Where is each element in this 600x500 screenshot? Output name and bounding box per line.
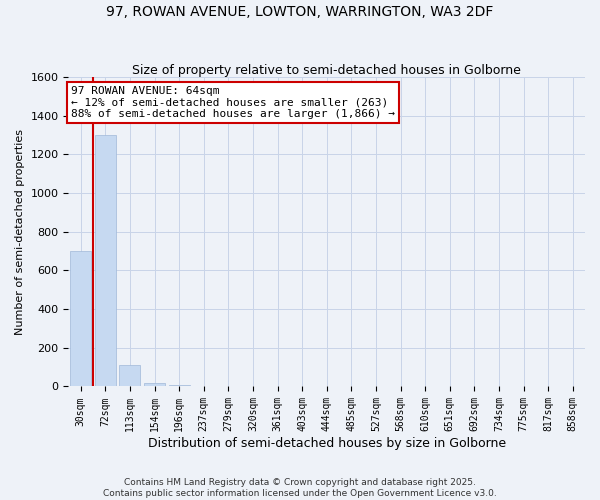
Text: Contains HM Land Registry data © Crown copyright and database right 2025.
Contai: Contains HM Land Registry data © Crown c… [103, 478, 497, 498]
Y-axis label: Number of semi-detached properties: Number of semi-detached properties [15, 128, 25, 334]
Bar [119, 364, 140, 386]
Text: 97, ROWAN AVENUE, LOWTON, WARRINGTON, WA3 2DF: 97, ROWAN AVENUE, LOWTON, WARRINGTON, WA… [106, 5, 494, 19]
Text: 97 ROWAN AVENUE: 64sqm
← 12% of semi-detached houses are smaller (263)
88% of se: 97 ROWAN AVENUE: 64sqm ← 12% of semi-det… [71, 86, 395, 120]
X-axis label: Distribution of semi-detached houses by size in Golborne: Distribution of semi-detached houses by … [148, 437, 506, 450]
Bar [169, 384, 190, 386]
Title: Size of property relative to semi-detached houses in Golborne: Size of property relative to semi-detach… [132, 64, 521, 77]
Bar [70, 251, 91, 386]
Bar [95, 135, 116, 386]
Bar [144, 382, 165, 386]
